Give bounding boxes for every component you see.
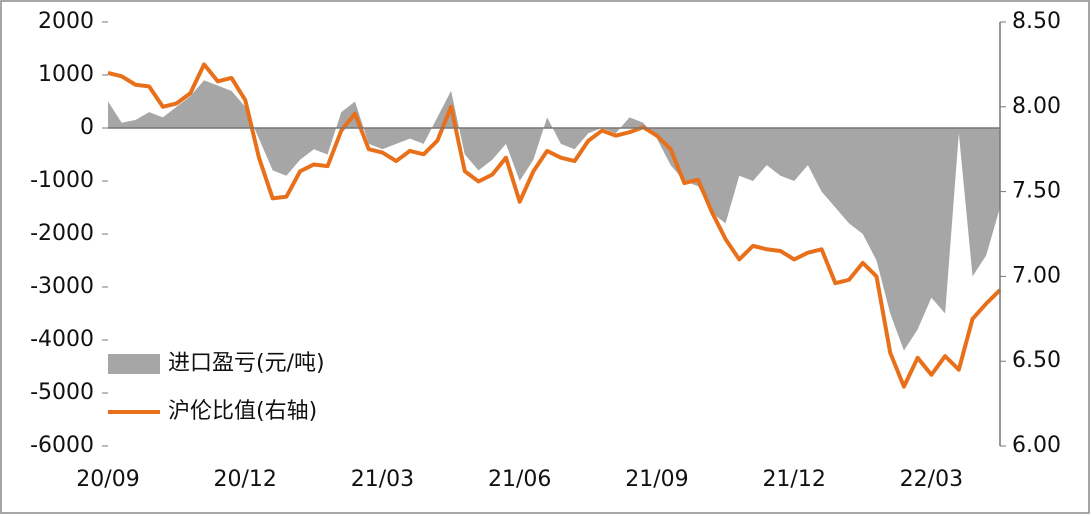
x-tick-label: 21/12 [762,467,825,492]
y-tick-label: -1000 [30,168,94,193]
line [107,62,1002,389]
x-tick-label: 21/03 [351,467,414,492]
legend-label: 进口盈亏(元/吨) [168,351,325,376]
area [108,80,1000,351]
y2-tick-label: 8.00 [1012,94,1061,119]
legend-swatch [108,354,160,374]
y2-tick-label: 7.00 [1012,263,1061,288]
y-tick-label: -5000 [30,380,94,405]
x-tick-label: 21/09 [625,467,688,492]
y-tick-label: -3000 [30,274,94,299]
legend-label: 沪伦比值(右轴) [168,399,317,424]
x-tick-label: 22/03 [900,467,963,492]
x-tick-label: 20/12 [214,467,277,492]
y2-tick-label: 8.50 [1012,9,1061,34]
x-tick-label: 20/09 [76,467,139,492]
y-tick-label: 1000 [38,62,94,87]
y-tick-label: -6000 [30,433,94,458]
y-tick-label: 0 [80,115,94,140]
y-tick-label: -4000 [30,327,94,352]
x-tick-label: 21/06 [488,467,551,492]
y2-tick-label: 6.50 [1012,348,1061,373]
y-tick-label: -2000 [30,221,94,246]
y-tick-label: 2000 [38,9,94,34]
y2-tick-label: 7.50 [1012,179,1061,204]
y2-tick-label: 6.00 [1012,433,1061,458]
